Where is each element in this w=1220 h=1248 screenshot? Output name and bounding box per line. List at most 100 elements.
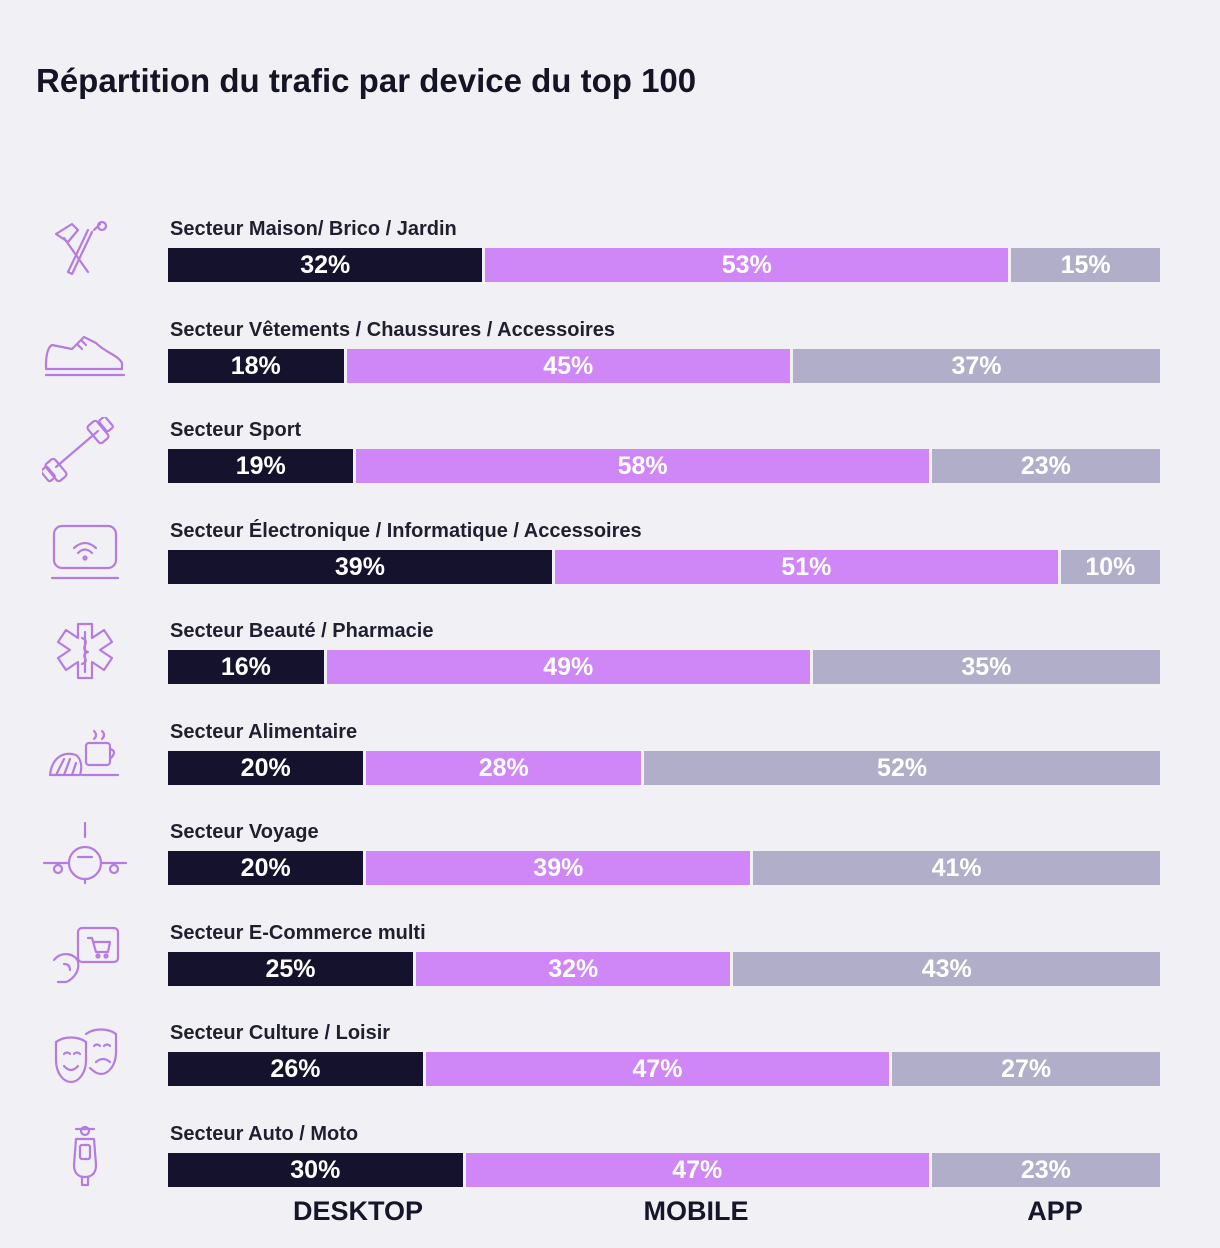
bar-segment-desktop: 16% — [168, 650, 324, 684]
data-label: 39% — [334, 552, 385, 581]
bar-segment-app: 37% — [792, 349, 1160, 383]
category-row: Secteur Beauté / Pharmacie 16% 49% 35% — [0, 614, 1220, 694]
bar-segment-desktop: 39% — [168, 550, 552, 584]
category-label: Secteur Alimentaire — [170, 721, 358, 743]
category-label: Secteur E-Commerce multi — [170, 922, 426, 944]
bar-segment-mobile: 39% — [366, 851, 751, 885]
stacked-bar: 32% 53% 15% — [168, 248, 1160, 282]
legend-item-mobile: MOBILE — [643, 1196, 749, 1226]
bar-segment-mobile: 49% — [326, 650, 810, 684]
shopping-cart-icon — [42, 920, 128, 990]
bar-segment-desktop: 30% — [168, 1153, 463, 1187]
laptop-wifi-icon — [42, 518, 128, 588]
stacked-bar: 26% 47% 27% — [168, 1052, 1160, 1086]
data-label: 47% — [632, 1054, 683, 1083]
data-label: 45% — [543, 351, 594, 380]
data-label: 41% — [931, 853, 982, 882]
data-label: 20% — [240, 753, 291, 782]
scooter-icon — [42, 1121, 128, 1191]
tools-icon — [42, 216, 128, 286]
bar-segment-mobile: 45% — [346, 349, 790, 383]
bar-segment-desktop: 18% — [168, 349, 344, 383]
bar-segment-desktop: 32% — [168, 248, 483, 282]
bar-segment-mobile: 53% — [485, 248, 1009, 282]
bar-segment-app: 52% — [644, 751, 1160, 785]
data-label: 26% — [270, 1054, 321, 1083]
stacked-bar: 19% 58% 23% — [168, 449, 1160, 483]
data-label: 35% — [961, 652, 1012, 681]
data-label: 39% — [533, 853, 584, 882]
category-label: Secteur Beauté / Pharmacie — [170, 620, 434, 642]
data-label: 51% — [781, 552, 832, 581]
dumbbell-icon — [40, 415, 128, 487]
data-label: 25% — [265, 954, 316, 983]
data-label: 37% — [951, 351, 1002, 380]
data-label: 16% — [220, 652, 271, 681]
category-row: Secteur Auto / Moto 30% 47% 23% — [0, 1117, 1220, 1197]
data-label: 43% — [921, 954, 972, 983]
category-label: Secteur Culture / Loisir — [170, 1022, 391, 1044]
category-row: Secteur Maison/ Brico / Jardin 32% 53% 15% — [0, 212, 1220, 292]
category-row: Secteur Culture / Loisir 26% 47% 27% — [0, 1016, 1220, 1096]
stacked-bar: 20% 39% 41% — [168, 851, 1160, 885]
bar-segment-mobile: 32% — [416, 952, 731, 986]
bar-segment-desktop: 19% — [168, 449, 354, 483]
bar-segment-app: 23% — [931, 1153, 1160, 1187]
category-label: Secteur Électronique / Informatique / Ac… — [170, 520, 642, 542]
medical-cross-icon — [42, 618, 128, 688]
bar-segment-desktop: 20% — [168, 851, 364, 885]
data-label: 10% — [1085, 552, 1136, 581]
category-label: Secteur Maison/ Brico / Jardin — [170, 218, 457, 240]
bar-segment-mobile: 28% — [366, 751, 642, 785]
sneaker-icon — [42, 317, 128, 387]
stacked-bar: 16% 49% 35% — [168, 650, 1160, 684]
data-label: 18% — [230, 351, 281, 380]
bar-segment-mobile: 58% — [356, 449, 929, 483]
data-label: 20% — [240, 853, 291, 882]
stacked-bar: 30% 47% 23% — [168, 1153, 1160, 1187]
chart-title: Répartition du trafic par device du top … — [36, 62, 697, 99]
data-label: 52% — [877, 753, 928, 782]
stacked-bar: 18% 45% 37% — [168, 349, 1160, 383]
data-label: 49% — [543, 652, 594, 681]
data-label: 47% — [672, 1155, 723, 1184]
data-label: 28% — [478, 753, 529, 782]
category-row: Secteur Voyage 20% 39% 41% — [0, 815, 1220, 895]
bar-segment-app: 10% — [1060, 550, 1160, 584]
data-label: 32% — [300, 250, 351, 279]
data-label: 23% — [1020, 1155, 1071, 1184]
category-label: Secteur Voyage — [170, 821, 319, 843]
data-label: 30% — [290, 1155, 341, 1184]
theater-masks-icon — [42, 1020, 128, 1090]
bar-segment-app: 15% — [1011, 248, 1160, 282]
bar-segment-app: 35% — [812, 650, 1160, 684]
bar-segment-app: 23% — [931, 449, 1160, 483]
data-label: 53% — [721, 250, 772, 279]
bar-segment-desktop: 25% — [168, 952, 413, 986]
data-label: 23% — [1020, 451, 1071, 480]
stacked-bar: 20% 28% 52% — [168, 751, 1160, 785]
airplane-icon — [42, 819, 128, 889]
legend-item-desktop: DESKTOP — [292, 1196, 424, 1226]
data-label: 32% — [548, 954, 599, 983]
category-label: Secteur Vêtements / Chaussures / Accesso… — [170, 319, 616, 341]
data-label: 58% — [617, 451, 668, 480]
bar-segment-desktop: 26% — [168, 1052, 423, 1086]
stacked-bar: 39% 51% 10% — [168, 550, 1160, 584]
category-row: Secteur Alimentaire 20% 28% 52% — [0, 715, 1220, 795]
stacked-bar: 25% 32% 43% — [168, 952, 1160, 986]
data-label: 19% — [235, 451, 286, 480]
category-row: Secteur Sport 19% 58% 23% — [0, 413, 1220, 493]
food-icon — [42, 719, 128, 789]
category-label: Secteur Auto / Moto — [170, 1123, 359, 1145]
bar-segment-app: 27% — [892, 1052, 1160, 1086]
bar-segment-desktop: 20% — [168, 751, 364, 785]
bar-segment-app: 43% — [733, 952, 1160, 986]
bar-segment-mobile: 47% — [465, 1153, 929, 1187]
data-label: 15% — [1060, 250, 1111, 279]
category-row: Secteur E-Commerce multi 25% 32% 43% — [0, 916, 1220, 996]
category-label: Secteur Sport — [170, 419, 302, 441]
category-row: Secteur Électronique / Informatique / Ac… — [0, 514, 1220, 594]
bar-segment-mobile: 47% — [425, 1052, 890, 1086]
